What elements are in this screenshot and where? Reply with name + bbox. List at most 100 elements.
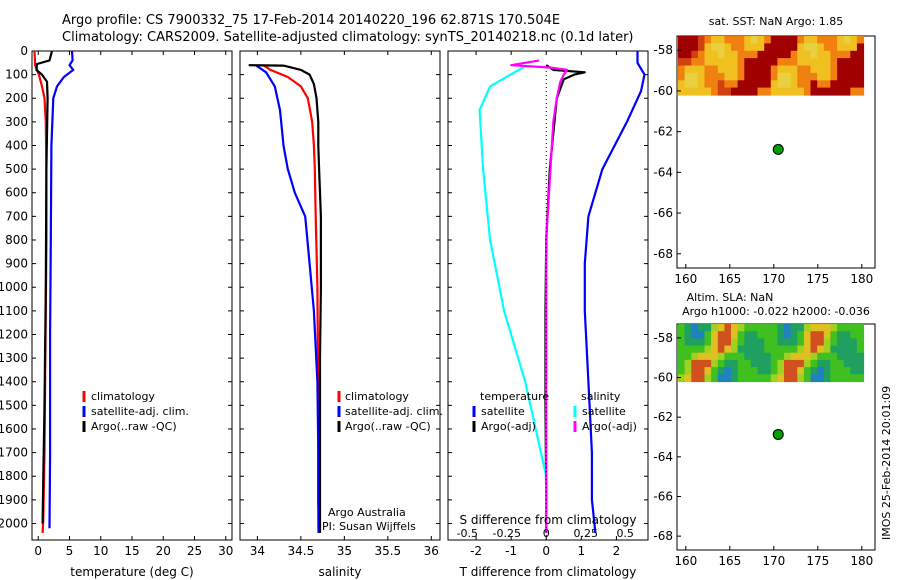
map-cell — [731, 359, 739, 368]
map-cell — [678, 65, 686, 74]
map-cell — [830, 65, 838, 74]
map-cell — [856, 36, 865, 44]
y-tick-label: -68 — [653, 529, 673, 543]
map-cell — [856, 50, 865, 59]
map-cell — [697, 352, 706, 361]
map-cell — [711, 331, 719, 339]
map-cell — [856, 58, 865, 67]
map-cell — [856, 338, 865, 347]
map-cell — [737, 324, 745, 332]
map-cell — [750, 367, 759, 375]
map-cell — [764, 36, 772, 44]
map-cell — [711, 345, 719, 354]
x-tick-label: 10 — [93, 544, 108, 558]
map-cell — [731, 72, 739, 81]
map-cell — [797, 359, 805, 368]
map-cell — [770, 345, 778, 354]
map-cell — [697, 367, 706, 375]
legend-header: temperature — [480, 390, 549, 403]
map-cell — [711, 43, 719, 52]
map-cell — [684, 65, 692, 74]
map-cell — [777, 374, 785, 383]
map-cell — [711, 352, 719, 361]
x-tick-label: 15 — [124, 544, 139, 558]
map-cell — [777, 324, 785, 332]
map-cell — [803, 338, 812, 347]
y-tick-label: 800 — [5, 233, 28, 247]
y-tick-label: 1700 — [0, 446, 28, 460]
map-cell — [784, 374, 792, 383]
map-cell — [697, 58, 706, 67]
map-cell — [750, 359, 759, 368]
legend-label: satellite-adj. clim. — [345, 405, 443, 418]
map-cell — [704, 338, 712, 347]
x-tick-label: 36 — [424, 544, 439, 558]
map-cell — [850, 367, 858, 375]
map-cell — [817, 72, 825, 81]
map-cell — [737, 338, 745, 347]
map-cell — [823, 72, 831, 81]
x-tick-label: 1 — [578, 544, 586, 558]
map-cell — [830, 367, 838, 375]
x-tick-label: 180 — [850, 272, 873, 286]
map-cell — [731, 58, 739, 67]
map-cell — [837, 374, 845, 383]
map-cell — [737, 352, 745, 361]
map-cell — [764, 65, 772, 74]
y-tick-label: 1000 — [0, 280, 28, 294]
legend-label: Argo(..raw -QC) — [91, 420, 177, 433]
map-cell — [717, 36, 725, 44]
map-cell — [843, 87, 851, 96]
map-cell — [764, 374, 772, 383]
map-cell — [830, 331, 838, 339]
map-cell — [717, 43, 725, 52]
map-cell — [823, 58, 831, 67]
map-cell — [684, 80, 692, 89]
map-cell — [731, 374, 739, 383]
y-tick-label: -62 — [653, 125, 673, 139]
y-tick-label: 500 — [5, 162, 28, 176]
map-cell — [843, 36, 851, 44]
credit-line: Argo Australia — [328, 506, 406, 519]
map-cell — [790, 352, 798, 361]
map-cell — [810, 58, 818, 67]
map-cell — [724, 36, 732, 44]
map-cell — [797, 72, 805, 81]
series-line-argo-raw-qc- — [248, 64, 322, 533]
map-title: sat. SST: NaN Argo: 1.85 — [709, 15, 843, 28]
series-line-salinity-satellite — [478, 64, 548, 533]
map-cell — [717, 324, 725, 332]
map-cell — [764, 72, 772, 81]
x-tick-label: 35.5 — [374, 544, 401, 558]
secondary-tick-label: 0.5 — [616, 527, 634, 540]
map-cell — [678, 324, 686, 332]
map-cell — [817, 65, 825, 74]
map-cell — [810, 324, 818, 332]
map-cell — [770, 352, 778, 361]
map-cell — [784, 50, 792, 59]
map-cell — [843, 80, 851, 89]
map-cell — [803, 374, 812, 383]
map-cell — [843, 345, 851, 354]
map-cell — [757, 80, 765, 89]
map-cell — [830, 359, 838, 368]
map-cell — [843, 50, 851, 59]
map-cell — [684, 352, 692, 361]
map-cell — [850, 338, 858, 347]
map-cell — [717, 352, 725, 361]
map-cell — [678, 36, 686, 44]
map-cell — [678, 72, 686, 81]
map-cell — [850, 80, 858, 89]
map-cell — [770, 58, 778, 67]
map-cell — [850, 352, 858, 361]
map-cell — [856, 324, 865, 332]
map-cell — [744, 50, 752, 59]
map-cell — [843, 352, 851, 361]
map-cell — [691, 36, 699, 44]
y-tick-label: -58 — [653, 43, 673, 57]
map-cell — [856, 331, 865, 339]
map-cell — [797, 345, 805, 354]
map-cell — [697, 50, 706, 59]
map-cell — [691, 43, 699, 52]
map-cell — [750, 352, 759, 361]
